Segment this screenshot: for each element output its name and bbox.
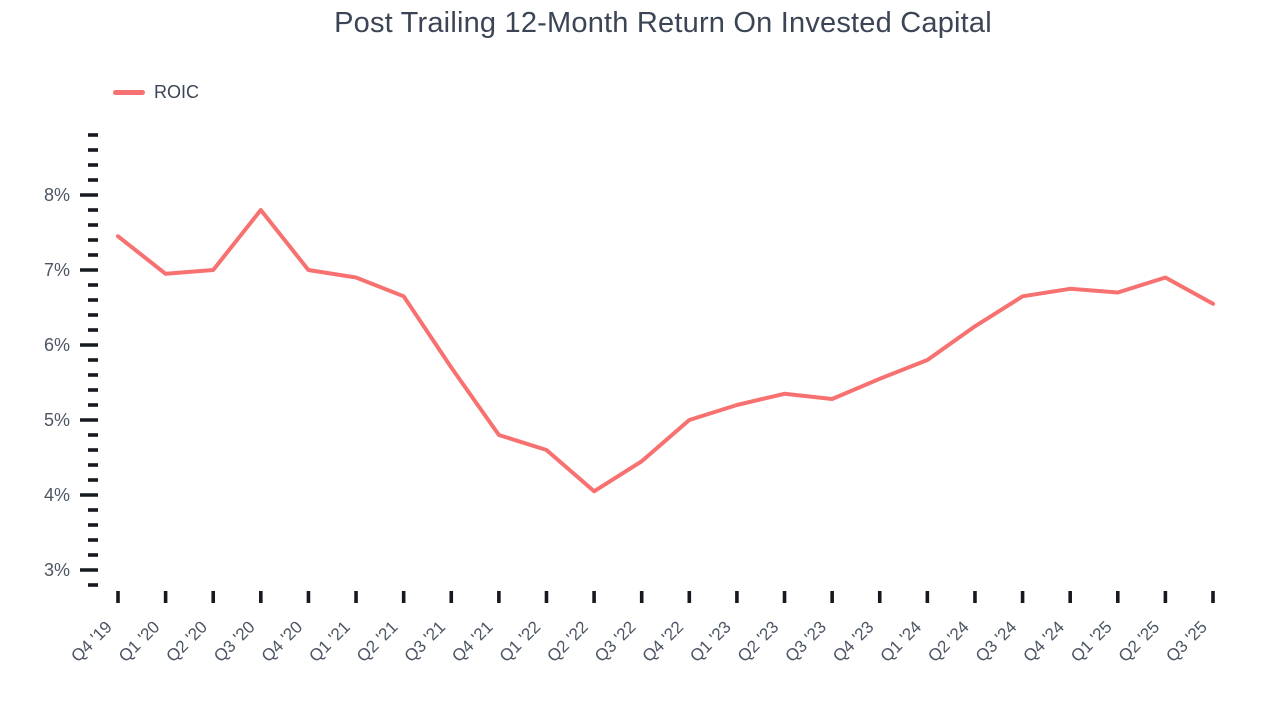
x-axis-label: Q3 '24 xyxy=(972,617,1020,665)
x-axis-label: Q4 '19 xyxy=(67,617,115,665)
x-axis-label: Q1 '24 xyxy=(877,617,925,665)
chart-title: Post Trailing 12-Month Return On Investe… xyxy=(334,7,992,39)
y-axis-label: 8% xyxy=(44,185,70,205)
x-axis-label: Q1 '21 xyxy=(305,617,353,665)
x-axis-label: Q2 '24 xyxy=(924,617,972,665)
x-axis-label: Q4 '21 xyxy=(448,617,496,665)
y-axis-label: 5% xyxy=(44,410,70,430)
legend-line-swatch xyxy=(113,90,145,95)
x-axis-label: Q2 '21 xyxy=(353,617,401,665)
x-axis-label: Q1 '20 xyxy=(115,617,163,665)
legend-label: ROIC xyxy=(154,82,199,102)
x-axis-label: Q3 '21 xyxy=(401,617,449,665)
x-axis: Q4 '19 Q1 '20 Q2 '20 Q3 '20 Q4 '20 Q1 '21 Q2 '… xyxy=(67,591,1215,666)
x-axis-label: Q1 '25 xyxy=(1067,617,1115,665)
x-axis-label: Q3 '20 xyxy=(210,617,258,665)
y-axis: 3% 4% 5% 6% 7% 8% xyxy=(44,133,98,587)
x-axis-label: Q4 '23 xyxy=(829,617,877,665)
y-axis-label: 6% xyxy=(44,335,70,355)
x-axis-label: Q2 '23 xyxy=(734,617,782,665)
x-axis-label: Q2 '22 xyxy=(543,617,591,665)
y-axis-label: 7% xyxy=(44,260,70,280)
y-axis-label: 4% xyxy=(44,485,70,505)
y-axis-label: 3% xyxy=(44,560,70,580)
x-axis-label: Q3 '25 xyxy=(1162,617,1210,665)
x-axis-label: Q2 '25 xyxy=(1115,617,1163,665)
x-axis-label: Q4 '20 xyxy=(258,617,306,665)
x-axis-label: Q2 '20 xyxy=(163,617,211,665)
x-axis-label: Q1 '23 xyxy=(686,617,734,665)
x-axis-label: Q3 '22 xyxy=(591,617,639,665)
x-axis-label: Q3 '23 xyxy=(781,617,829,665)
legend: ROIC xyxy=(113,82,199,103)
x-axis-label: Q4 '24 xyxy=(1020,617,1068,665)
roic-line xyxy=(116,208,1215,494)
x-axis-label: Q1 '22 xyxy=(496,617,544,665)
x-axis-label: Q4 '22 xyxy=(639,617,687,665)
